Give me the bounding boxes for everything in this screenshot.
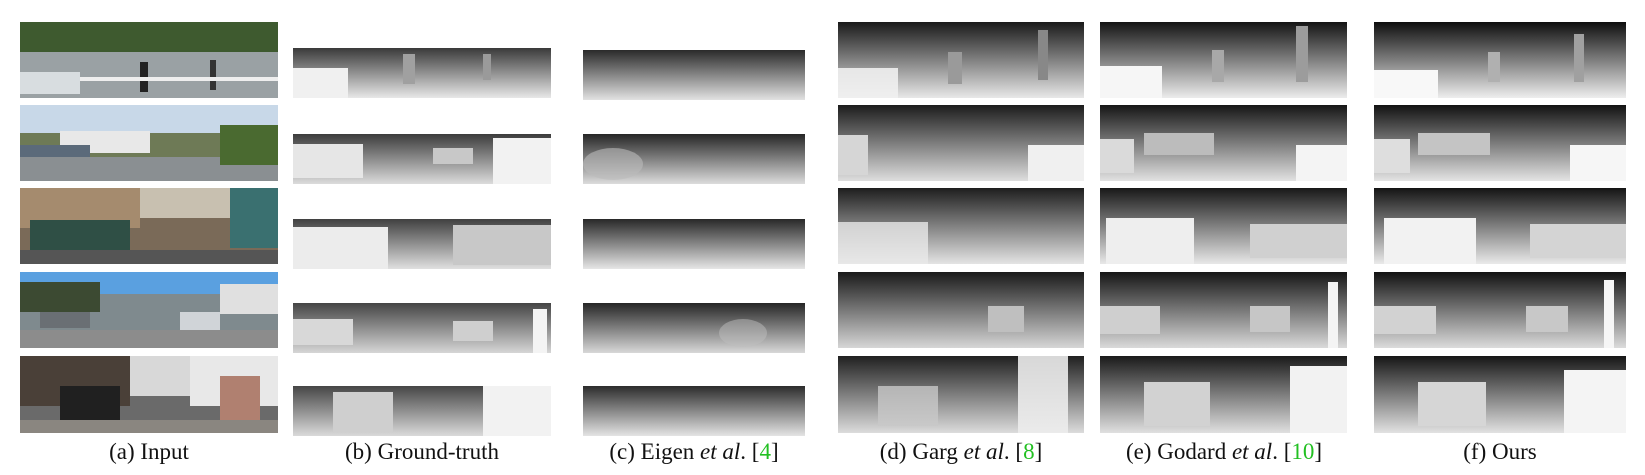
godard-map-row-2 [1100,105,1347,181]
ground-truth-map-row-1 [293,48,551,98]
garg-map-row-4 [838,272,1084,348]
caption-letter: (a) [109,439,135,464]
input-image-row-4 [20,272,278,348]
caption-letter: (e) [1125,439,1152,464]
caption-letter: (f) [1463,439,1487,464]
godard-map-row-4 [1100,272,1347,348]
caption-ours: (f) Ours [1360,437,1640,467]
ground-truth-map-row-4 [293,303,551,353]
caption-punct: . [ [1272,439,1292,464]
caption-label: Ours [1492,439,1537,464]
garg-map-row-1 [838,22,1084,98]
column-eigen: (c) Eigen et al. [4] [583,0,805,475]
input-image-row-1 [20,22,278,98]
caption-et-al: et al [1231,439,1273,464]
ours-map-row-3 [1374,188,1626,264]
caption-et-al: et al [700,439,741,464]
caption-punct: . [ [1003,439,1024,464]
column-ours: (f) Ours [1374,0,1626,475]
input-image-row-2 [20,105,278,181]
ours-map-row-5 [1374,356,1626,433]
caption-letter: (c) [609,439,635,464]
caption-eigen: (c) Eigen et al. [4] [553,437,835,467]
caption-label: Garg [912,439,958,464]
ground-truth-map-row-3 [293,219,551,269]
caption-label: Input [140,439,189,464]
caption-bracket: ] [1034,439,1043,464]
input-image-row-3 [20,188,278,264]
caption-input: (a) Input [9,437,289,467]
caption-letter: (b) [345,439,372,464]
input-image-row-5 [20,356,278,433]
eigen-map-row-4 [583,303,805,353]
caption-punct: . [ [740,439,760,464]
caption-bracket: ] [770,439,779,464]
ours-map-row-1 [1374,22,1626,98]
caption-bracket: ] [1314,439,1323,464]
garg-map-row-3 [838,188,1084,264]
ours-map-row-2 [1374,105,1626,181]
eigen-map-row-2 [583,134,805,184]
godard-map-row-3 [1100,188,1347,264]
caption-label: Ground-truth [377,439,499,464]
column-garg: (d) Garg et al. [8] [838,0,1084,475]
caption-reference-link[interactable]: 8 [1023,439,1035,464]
caption-letter: (d) [879,439,907,464]
caption-garg: (d) Garg et al. [8] [820,437,1102,467]
column-ground-truth: (b) Ground-truth [293,0,551,475]
caption-godard: (e) Godard et al. [10] [1078,437,1370,467]
godard-map-row-1 [1100,22,1347,98]
column-input: (a) Input [20,0,278,475]
garg-map-row-5 [838,356,1084,433]
eigen-map-row-5 [583,386,805,436]
caption-reference-link[interactable]: 10 [1291,439,1315,464]
eigen-map-row-1 [583,50,805,100]
caption-label: Eigen [640,439,695,464]
ground-truth-map-row-5 [293,386,551,436]
garg-map-row-2 [838,105,1084,181]
caption-et-al: et al [963,439,1004,464]
ours-map-row-4 [1374,272,1626,348]
column-godard: (e) Godard et al. [10] [1100,0,1347,475]
godard-map-row-5 [1100,356,1347,433]
caption-ground-truth: (b) Ground-truth [282,437,562,467]
caption-label: Godard [1157,439,1227,464]
eigen-map-row-3 [583,219,805,269]
caption-reference-link[interactable]: 4 [759,439,771,464]
ground-truth-map-row-2 [293,134,551,184]
